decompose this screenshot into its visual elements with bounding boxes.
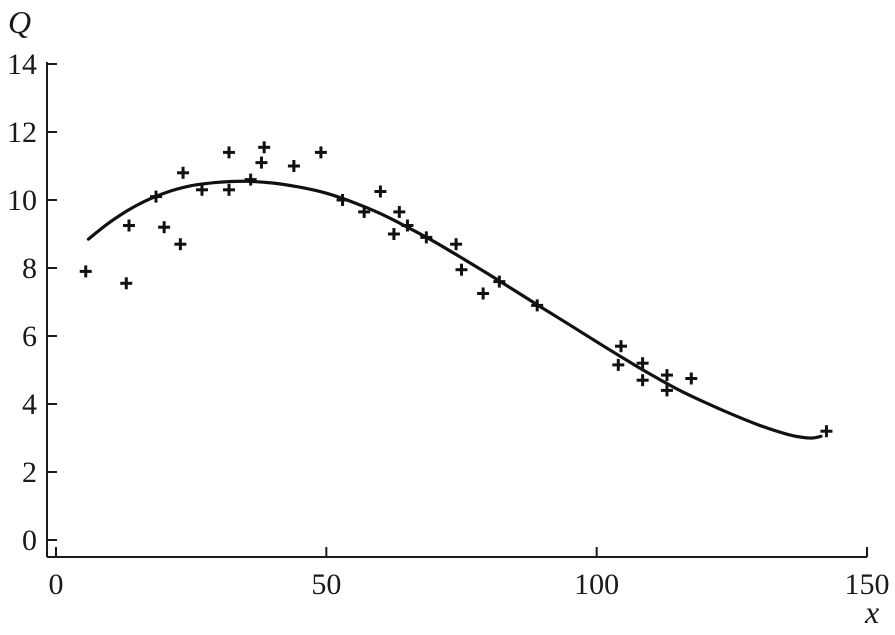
x-axis-title: x bbox=[864, 594, 879, 630]
y-tick-label: 4 bbox=[22, 388, 37, 421]
y-ticks: 0 2 4 6 8 10 12 14 bbox=[7, 48, 57, 557]
y-tick-label: 6 bbox=[22, 320, 37, 353]
data-point bbox=[120, 277, 133, 290]
data-point bbox=[358, 205, 371, 218]
data-point bbox=[244, 173, 257, 186]
data-point bbox=[177, 166, 190, 179]
data-point bbox=[158, 221, 171, 234]
data-point bbox=[258, 141, 271, 154]
data-point bbox=[455, 263, 468, 276]
data-point bbox=[685, 372, 698, 385]
data-point bbox=[336, 194, 349, 206]
y-tick-label: 14 bbox=[7, 48, 37, 81]
y-axis-title: Q bbox=[8, 4, 31, 40]
data-point bbox=[374, 185, 387, 198]
data-point bbox=[255, 156, 268, 169]
x-tick-label: 0 bbox=[49, 568, 64, 601]
data-point bbox=[612, 358, 625, 371]
axes bbox=[46, 62, 867, 558]
data-point bbox=[223, 183, 236, 196]
y-tick-label: 8 bbox=[22, 252, 37, 285]
data-point bbox=[477, 287, 490, 300]
data-point bbox=[195, 183, 208, 196]
data-point bbox=[223, 146, 236, 159]
data-point bbox=[150, 190, 163, 203]
data-point bbox=[401, 219, 414, 232]
data-point bbox=[660, 369, 673, 382]
data-point bbox=[660, 384, 673, 397]
x-tick-label: 100 bbox=[574, 568, 619, 601]
x-tick-label: 150 bbox=[845, 568, 890, 601]
data-point bbox=[79, 265, 92, 278]
data-point bbox=[393, 205, 406, 218]
x-ticks: 0 50 100 150 bbox=[49, 547, 890, 601]
data-point bbox=[420, 231, 433, 244]
data-point bbox=[820, 425, 833, 438]
data-point bbox=[314, 146, 327, 159]
data-point bbox=[174, 238, 187, 251]
data-point bbox=[614, 340, 627, 353]
y-tick-label: 12 bbox=[7, 116, 37, 149]
data-point bbox=[122, 219, 135, 232]
x-tick-label: 50 bbox=[311, 568, 341, 601]
data-point bbox=[636, 357, 649, 370]
y-tick-label: 2 bbox=[22, 456, 37, 489]
data-point bbox=[531, 299, 544, 312]
fit-curve bbox=[86, 179, 823, 440]
data-point bbox=[636, 374, 649, 387]
data-point bbox=[450, 238, 463, 251]
y-tick-label: 10 bbox=[7, 184, 37, 217]
data-point bbox=[287, 160, 300, 172]
data-markers bbox=[79, 141, 833, 438]
data-point bbox=[387, 228, 400, 240]
y-tick-label: 0 bbox=[22, 524, 37, 557]
data-point bbox=[493, 275, 506, 288]
